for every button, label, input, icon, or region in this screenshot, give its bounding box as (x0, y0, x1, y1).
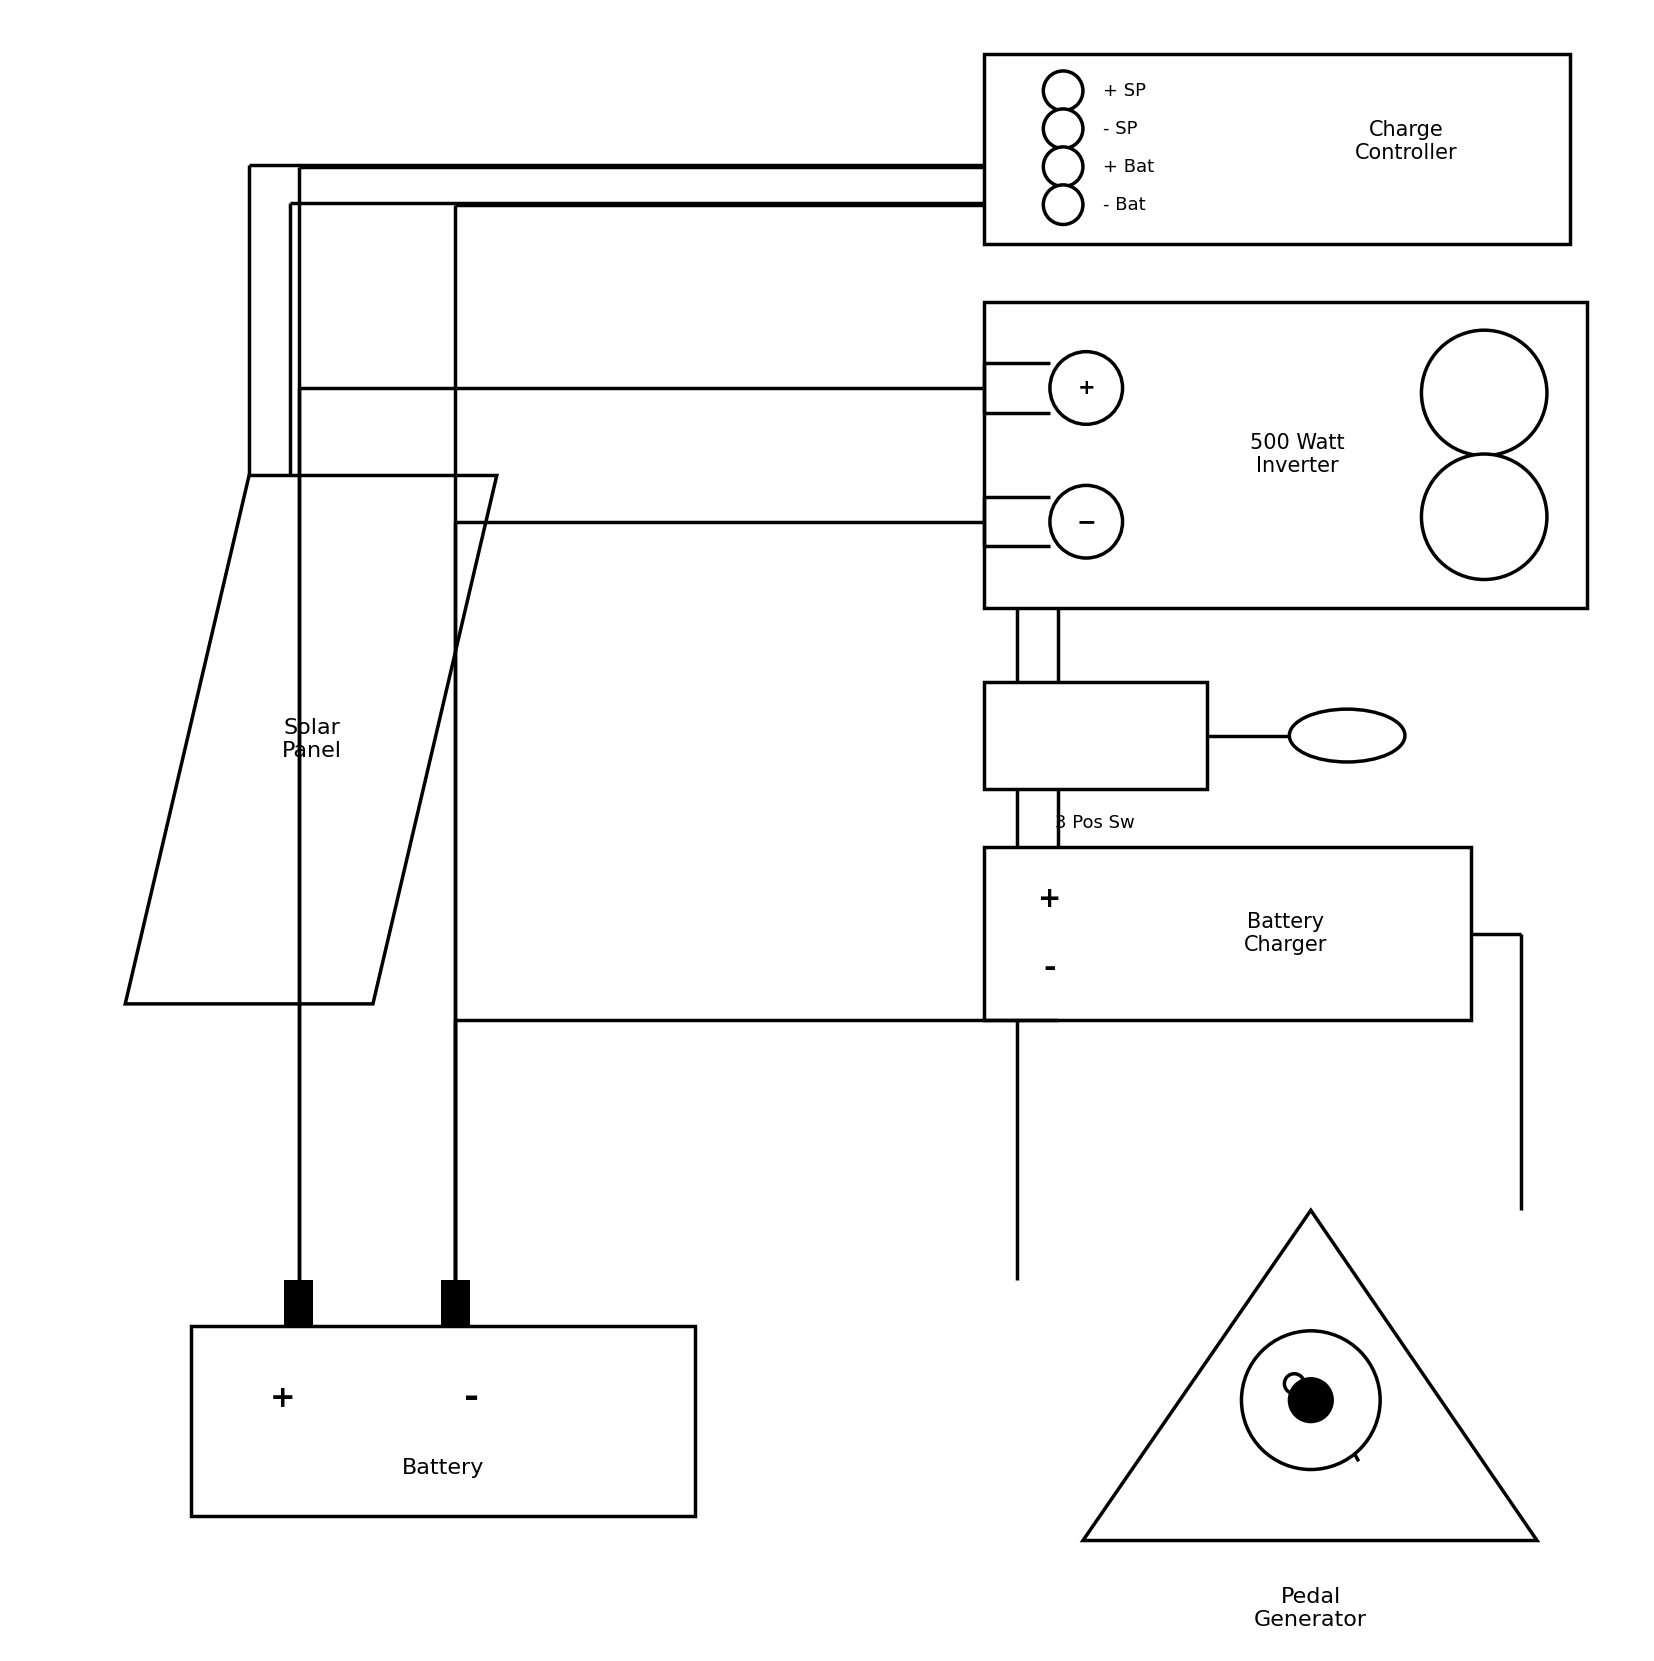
Circle shape (1421, 331, 1546, 455)
Text: Solar
Panel: Solar Panel (281, 718, 342, 761)
Circle shape (1050, 352, 1123, 424)
Bar (440, 1279, 470, 1325)
Circle shape (1044, 110, 1083, 148)
Text: - SP: - SP (1103, 120, 1138, 138)
Text: −: − (1077, 510, 1097, 533)
Circle shape (1242, 1330, 1379, 1470)
Circle shape (1421, 453, 1546, 580)
Bar (1456, 500, 1469, 535)
Text: +: + (270, 1384, 294, 1412)
Circle shape (1285, 1374, 1305, 1394)
Circle shape (1044, 71, 1083, 111)
Polygon shape (1083, 1211, 1537, 1540)
Text: +: + (1077, 379, 1095, 399)
Text: Battery: Battery (402, 1458, 485, 1478)
Text: + Bat: + Bat (1103, 158, 1154, 176)
Circle shape (1044, 184, 1083, 224)
Text: 3 Pos Sw: 3 Pos Sw (1055, 814, 1135, 832)
Circle shape (1044, 146, 1083, 186)
Text: + SP: + SP (1103, 81, 1146, 100)
Text: Pedal
Generator: Pedal Generator (1254, 1586, 1368, 1629)
Bar (984, 847, 1470, 1020)
Bar (1456, 375, 1469, 410)
Ellipse shape (1290, 709, 1404, 762)
Polygon shape (126, 475, 496, 1003)
Text: +: + (1039, 885, 1062, 914)
Circle shape (1050, 485, 1123, 558)
Bar (1500, 375, 1512, 410)
Circle shape (1288, 1377, 1333, 1423)
Bar (984, 683, 1207, 789)
Text: 500 Watt
Inverter: 500 Watt Inverter (1250, 434, 1345, 477)
Bar (1500, 500, 1512, 535)
Bar (984, 302, 1586, 608)
Text: Charge
Controller: Charge Controller (1355, 120, 1457, 163)
Text: -: - (1044, 953, 1057, 983)
Bar (192, 1325, 695, 1516)
Bar (984, 55, 1570, 244)
Bar (284, 1279, 314, 1325)
Text: Battery
Charger: Battery Charger (1244, 912, 1328, 955)
Text: -: - (465, 1380, 480, 1415)
Text: - Bat: - Bat (1103, 196, 1145, 214)
